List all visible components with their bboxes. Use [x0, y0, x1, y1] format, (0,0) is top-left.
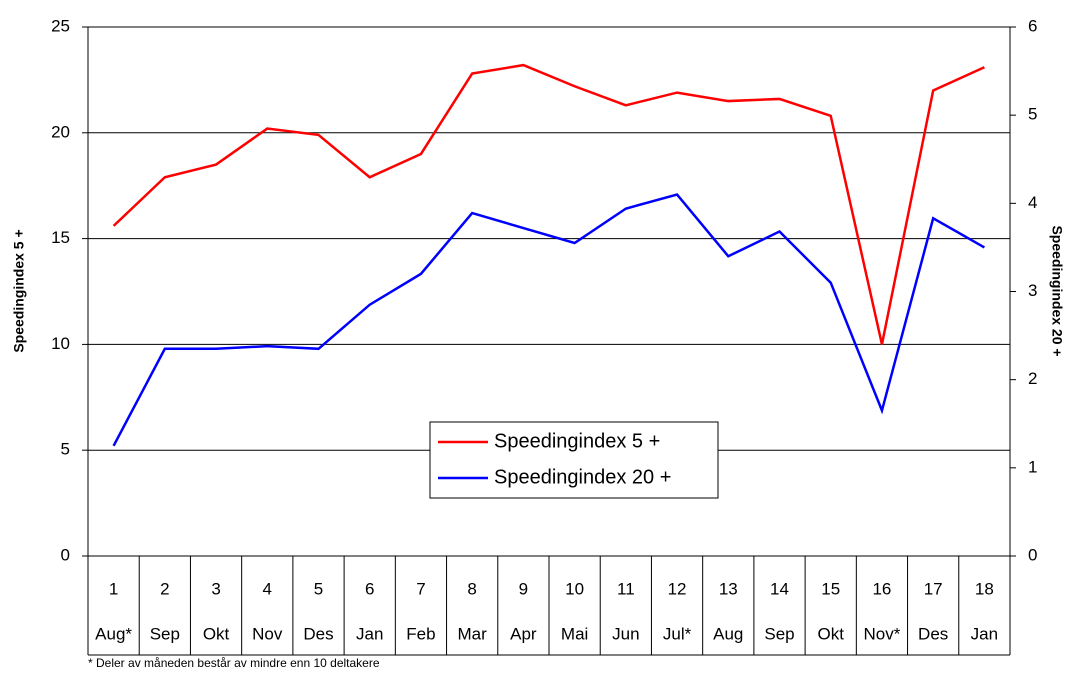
- x-tick-label: 6: [365, 579, 374, 598]
- x-tick-label: 12: [668, 579, 687, 598]
- x-month-label: Aug: [713, 624, 743, 643]
- x-month-label: Okt: [203, 624, 230, 643]
- x-tick-label: 17: [924, 579, 943, 598]
- x-month-label: Jun: [612, 624, 639, 643]
- x-tick-label: 5: [314, 579, 323, 598]
- y-tick-label: 10: [51, 334, 70, 353]
- x-month-label: Aug*: [95, 624, 132, 643]
- x-month-label: Nov: [252, 624, 283, 643]
- x-tick-label: 8: [467, 579, 476, 598]
- x-month-label: Jan: [356, 624, 383, 643]
- x-tick-label: 3: [211, 579, 220, 598]
- x-month-label: Des: [303, 624, 333, 643]
- legend-box: [429, 421, 719, 499]
- y2-tick-label: 5: [1028, 105, 1037, 124]
- x-tick-label: 9: [519, 579, 528, 598]
- x-tick-label: 1: [109, 579, 118, 598]
- y2-tick-label: 0: [1028, 545, 1037, 564]
- y2-tick-label: 2: [1028, 369, 1037, 388]
- x-month-label: Apr: [510, 624, 537, 643]
- y2-tick-label: 6: [1028, 16, 1037, 35]
- x-tick-label: 14: [770, 579, 789, 598]
- x-tick-label: 4: [263, 579, 272, 598]
- series-line: [112, 193, 986, 447]
- x-month-label: Jul*: [663, 624, 692, 643]
- y2-tick-label: 3: [1028, 281, 1037, 300]
- x-month-label: Feb: [406, 624, 435, 643]
- x-tick-label: 7: [416, 579, 425, 598]
- x-month-label: Sep: [764, 624, 794, 643]
- y2-axis-title: Speedingindex 20 +: [1049, 225, 1065, 356]
- x-month-label: Mai: [561, 624, 588, 643]
- x-tick-label: 10: [565, 579, 584, 598]
- legend-label: Speedingindex 5 +: [494, 430, 660, 452]
- legend-label: Speedingindex 20 +: [494, 466, 671, 488]
- x-tick-label: 13: [719, 579, 738, 598]
- y2-tick-label: 1: [1028, 457, 1037, 476]
- x-month-label: Nov*: [864, 624, 901, 643]
- x-month-label: Mar: [458, 624, 488, 643]
- y2-tick-label: 4: [1028, 193, 1037, 212]
- y-tick-label: 25: [51, 16, 70, 35]
- x-month-label: Des: [918, 624, 948, 643]
- y-tick-label: 0: [61, 545, 70, 564]
- y-tick-label: 20: [51, 122, 70, 141]
- x-tick-label: 11: [617, 579, 635, 598]
- footnote: * Deler av måneden består av mindre enn …: [88, 656, 380, 670]
- x-month-label: Okt: [817, 624, 844, 643]
- x-tick-label: 2: [160, 579, 169, 598]
- y-axis-title: Speedingindex 5 +: [11, 229, 27, 352]
- x-tick-label: 18: [975, 579, 994, 598]
- x-month-label: Sep: [150, 624, 180, 643]
- y-tick-label: 15: [51, 228, 70, 247]
- y-tick-label: 5: [61, 440, 70, 459]
- series-line: [112, 63, 985, 345]
- x-tick-label: 16: [872, 579, 891, 598]
- x-month-label: Jan: [971, 624, 998, 643]
- x-tick-label: 15: [821, 579, 840, 598]
